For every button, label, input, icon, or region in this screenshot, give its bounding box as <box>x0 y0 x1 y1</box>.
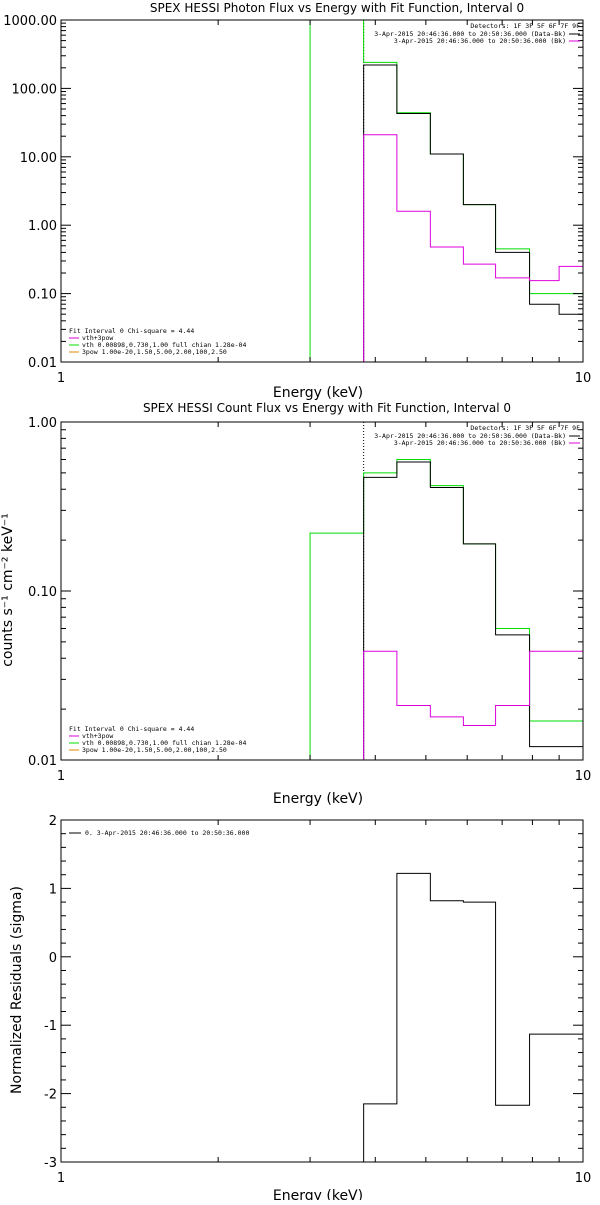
photon-flux-x-tick-label: 10 <box>575 371 592 386</box>
count-flux-legend-detectors: Detectors: 1F 3F 5F 6F 7F 9F <box>470 424 580 432</box>
count-flux-legend-fit-text: vth 0.00898,0.730,1.00 full chian 1.28e-… <box>82 739 246 747</box>
count-flux-x-tick-label: 10 <box>575 769 592 784</box>
residuals-ylabel: Normalized Residuals (sigma) <box>9 886 25 1094</box>
count-flux-legend-entry-text: 3-Apr-2015 20:46:36.000 to 20:50:36.000 … <box>394 439 566 447</box>
count-flux-ylabel: counts s⁻¹ cm⁻² keV⁻¹ <box>0 513 16 667</box>
residuals-xlabel: Energy (keV) <box>273 1188 363 1200</box>
photon-flux-y-tick-label: 1.00 <box>28 219 57 234</box>
residuals-y-tick-label: 2 <box>49 814 57 829</box>
count-flux-title: SPEX HESSI Count Flux vs Energy with Fit… <box>143 401 511 415</box>
residuals-y-tick-label: -1 <box>44 1019 57 1034</box>
photon-flux-panel: SPEX HESSI Photon Flux vs Energy with Fi… <box>3 1 592 401</box>
photon-flux-series-line <box>363 64 583 362</box>
photon-flux-legend-detectors: Detectors: 1F 3F 5F 6F 7F 9F <box>470 22 580 30</box>
photon-flux-legend-fit-text: vth+3pow <box>82 334 113 342</box>
photon-flux-series-line <box>363 134 583 362</box>
count-flux-y-tick-label: 0.10 <box>28 585 57 600</box>
residuals-y-tick-label: 1 <box>49 882 57 897</box>
photon-flux-x-tick-label: 1 <box>57 371 65 386</box>
count-flux-legend-fit-text: vth+3pow <box>82 732 113 740</box>
count-flux-y-tick-label: 0.01 <box>28 754 57 769</box>
residuals-y-tick-label: 0 <box>49 951 57 966</box>
photon-flux-legend-fit-text: vth 0.00898,0.730,1.00 full chian 1.28e-… <box>82 341 246 349</box>
residuals-axes-frame <box>60 819 584 1163</box>
residuals-x-tick-label: 1 <box>57 1171 65 1186</box>
residuals-x-tick-label: 10 <box>575 1171 592 1186</box>
photon-flux-legend-fit-header: Fit Interval 0 Chi-square = 4.44 <box>69 327 194 335</box>
residuals-y-tick-label: -2 <box>44 1088 57 1103</box>
count-flux-legend-fit-header: Fit Interval 0 Chi-square = 4.44 <box>69 725 194 733</box>
photon-flux-xlabel: Energy (keV) <box>273 385 363 401</box>
photon-flux-y-tick-label: 1000.00 <box>3 14 57 29</box>
residuals-y-tick-label: -3 <box>44 1156 57 1171</box>
residuals-series-line <box>363 872 583 1162</box>
photon-flux-series-group <box>309 20 583 362</box>
count-flux-series-line <box>363 650 583 760</box>
photon-flux-legend-entry-text: 3-Apr-2015 20:46:36.000 to 20:50:36.000 … <box>374 30 566 38</box>
count-flux-legend-fit-text: 3pow 1.00e-20,1.50,5.00,2.00,100,2.50 <box>82 746 227 754</box>
count-flux-panel: SPEX HESSI Count Flux vs Energy with Fit… <box>0 401 592 807</box>
count-flux-legend-entry-text: 3-Apr-2015 20:46:36.000 to 20:50:36.000 … <box>374 432 566 440</box>
residuals-legend-interval-text: 0. 3-Apr-2015 20:46:36.000 to 20:50:36.0… <box>85 829 249 837</box>
photon-flux-title: SPEX HESSI Photon Flux vs Energy with Fi… <box>150 1 524 15</box>
photon-flux-y-tick-label: 0.10 <box>28 288 57 303</box>
photon-flux-axes-frame <box>60 19 584 363</box>
count-flux-series-line <box>363 461 583 760</box>
photon-flux-legend-fit-text: 3pow 1.00e-20,1.50,5.00,2.00,100,2.50 <box>82 348 227 356</box>
photon-flux-y-tick-label: 100.00 <box>12 82 58 97</box>
residuals-series-group <box>363 872 583 1162</box>
count-flux-x-tick-label: 1 <box>57 769 65 784</box>
count-flux-y-tick-label: 1.00 <box>28 416 57 431</box>
photon-flux-y-tick-label: 10.00 <box>20 151 57 166</box>
photon-flux-legend-entry-text: 3-Apr-2015 20:46:36.000 to 20:50:36.000 … <box>394 37 566 45</box>
photon-flux-y-tick-label: 0.01 <box>28 356 57 371</box>
count-flux-xlabel: Energy (keV) <box>273 791 363 807</box>
count-flux-series-group <box>309 458 583 760</box>
